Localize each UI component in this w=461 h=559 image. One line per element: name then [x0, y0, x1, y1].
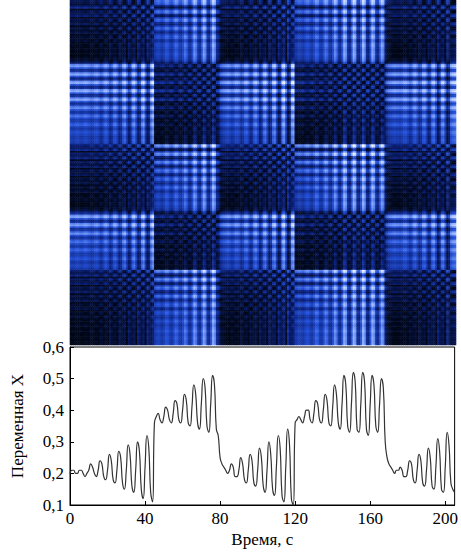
- svg-text:0,2: 0,2: [43, 464, 64, 483]
- svg-text:120: 120: [282, 509, 308, 528]
- svg-text:200: 200: [433, 509, 459, 528]
- svg-text:0,4: 0,4: [43, 401, 65, 420]
- svg-text:80: 80: [212, 509, 229, 528]
- svg-text:0,6: 0,6: [43, 338, 64, 357]
- svg-text:0,5: 0,5: [43, 369, 64, 388]
- svg-text:0,3: 0,3: [43, 432, 64, 451]
- svg-text:0: 0: [66, 509, 75, 528]
- svg-text:160: 160: [357, 509, 383, 528]
- svg-text:0,1: 0,1: [43, 496, 64, 515]
- svg-text:40: 40: [137, 509, 154, 528]
- svg-text:Время, с: Время, с: [231, 530, 293, 549]
- svg-text:Переменная X: Переменная X: [8, 374, 27, 478]
